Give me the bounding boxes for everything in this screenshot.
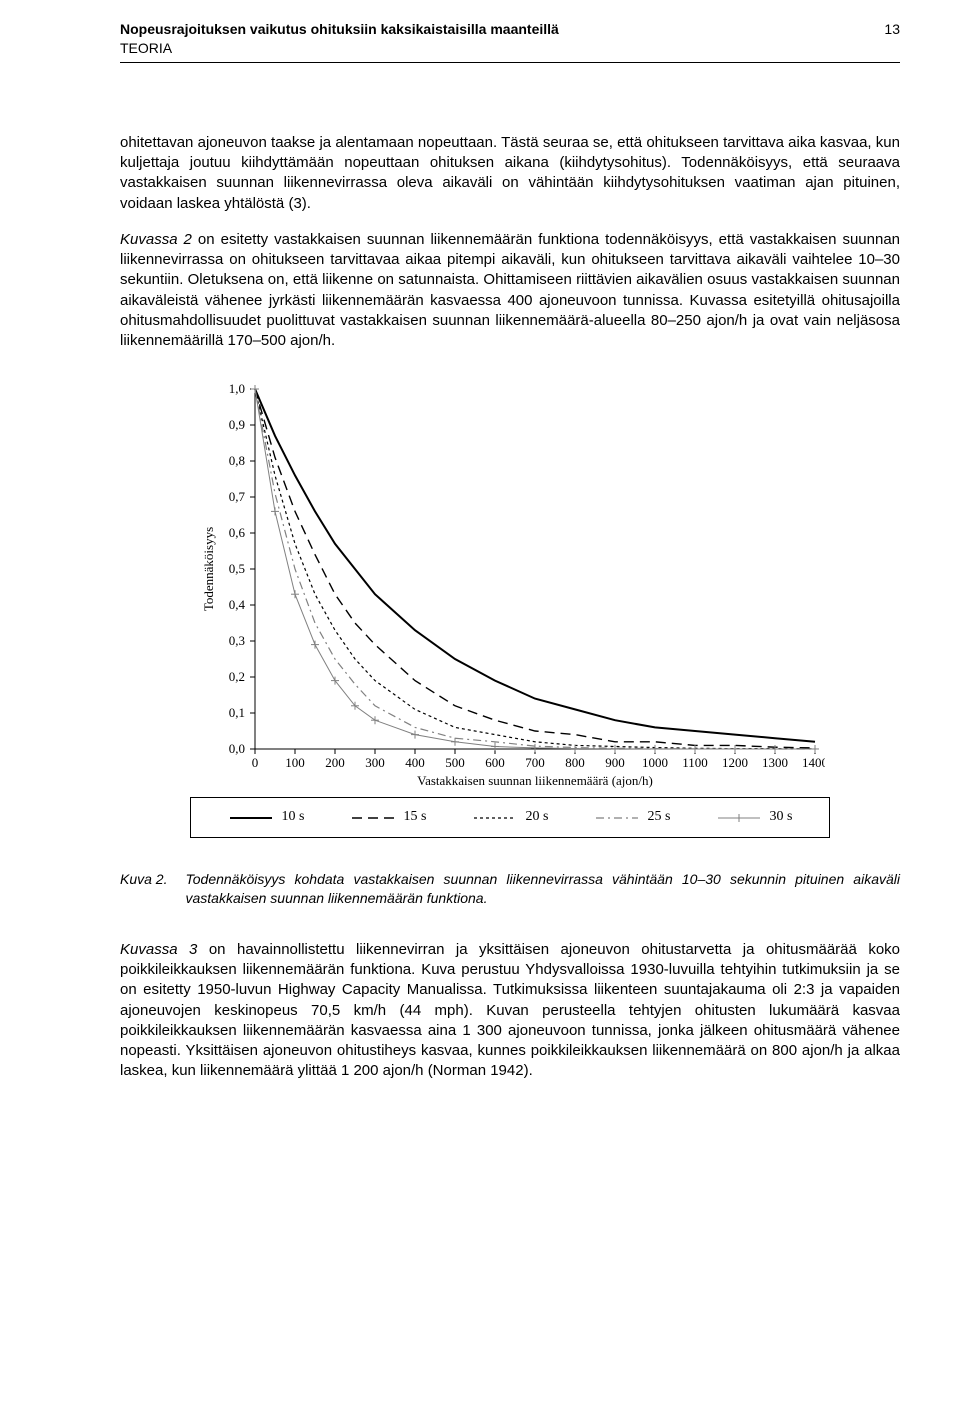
caption-text: Todennäköisyys kohdata vastakkaisen suun… <box>185 870 900 908</box>
paragraph-3: Kuvassa 3 on havainnollistettu liikennev… <box>120 940 900 1082</box>
svg-text:1300: 1300 <box>762 755 788 770</box>
legend-label: 25 s <box>648 808 671 827</box>
paragraph-2: Kuvassa 2 on esitetty vastakkaisen suunn… <box>120 230 900 352</box>
svg-text:0,3: 0,3 <box>229 633 245 648</box>
paragraph-1: ohitettavan ajoneuvon taakse ja alentama… <box>120 133 900 214</box>
legend-item: 30 s <box>716 808 793 827</box>
svg-text:0,8: 0,8 <box>229 453 245 468</box>
svg-text:700: 700 <box>525 755 545 770</box>
svg-text:100: 100 <box>285 755 305 770</box>
svg-text:300: 300 <box>365 755 385 770</box>
page-number: 13 <box>884 20 900 39</box>
svg-text:0,6: 0,6 <box>229 525 246 540</box>
svg-text:1400: 1400 <box>802 755 825 770</box>
svg-text:0,2: 0,2 <box>229 669 245 684</box>
header-subtitle: TEORIA <box>120 39 559 58</box>
page-header: Nopeusrajoituksen vaikutus ohituksiin ka… <box>120 20 900 63</box>
svg-text:900: 900 <box>605 755 625 770</box>
p2-rest: on esitetty vastakkaisen suunnan liikenn… <box>120 231 900 349</box>
svg-text:Todennäköisyys: Todennäköisyys <box>201 527 216 611</box>
svg-text:400: 400 <box>405 755 425 770</box>
svg-text:0,4: 0,4 <box>229 597 246 612</box>
svg-text:Vastakkaisen suunnan liikennem: Vastakkaisen suunnan liikennemäärä (ajon… <box>417 773 653 788</box>
svg-text:0: 0 <box>252 755 259 770</box>
svg-text:600: 600 <box>485 755 505 770</box>
svg-text:500: 500 <box>445 755 465 770</box>
legend-label: 10 s <box>282 808 305 827</box>
header-left: Nopeusrajoituksen vaikutus ohituksiin ka… <box>120 20 559 58</box>
legend-item: 20 s <box>472 808 549 827</box>
svg-text:1,0: 1,0 <box>229 381 245 396</box>
svg-text:1000: 1000 <box>642 755 668 770</box>
svg-text:800: 800 <box>565 755 585 770</box>
legend-label: 20 s <box>526 808 549 827</box>
chart-legend: 10 s 15 s 20 s 25 s 30 s <box>190 797 830 838</box>
legend-label: 15 s <box>404 808 427 827</box>
svg-text:1100: 1100 <box>682 755 708 770</box>
legend-label: 30 s <box>770 808 793 827</box>
caption-label: Kuva 2. <box>120 870 167 908</box>
legend-item: 10 s <box>228 808 305 827</box>
p2-lead: Kuvassa 2 <box>120 231 192 248</box>
svg-text:0,5: 0,5 <box>229 561 245 576</box>
svg-text:0,9: 0,9 <box>229 417 245 432</box>
svg-text:0,0: 0,0 <box>229 741 245 756</box>
figure-caption: Kuva 2. Todennäköisyys kohdata vastakkai… <box>120 870 900 908</box>
legend-item: 15 s <box>350 808 427 827</box>
legend-item: 25 s <box>594 808 671 827</box>
header-title: Nopeusrajoituksen vaikutus ohituksiin ka… <box>120 20 559 39</box>
svg-text:1200: 1200 <box>722 755 748 770</box>
svg-text:200: 200 <box>325 755 345 770</box>
p3-lead: Kuvassa 3 <box>120 941 197 958</box>
probability-chart: 0,0 0,1 0,2 0,3 0,4 0,5 0,6 0,7 0,8 0,9 1,0 0 100 200… <box>120 379 900 838</box>
p3-rest: on havainnollistettu liikennevirran ja y… <box>120 941 900 1080</box>
svg-text:0,7: 0,7 <box>229 489 246 504</box>
svg-text:0,1: 0,1 <box>229 705 245 720</box>
chart-svg: 0,0 0,1 0,2 0,3 0,4 0,5 0,6 0,7 0,8 0,9 1,0 0 100 200… <box>195 379 825 789</box>
